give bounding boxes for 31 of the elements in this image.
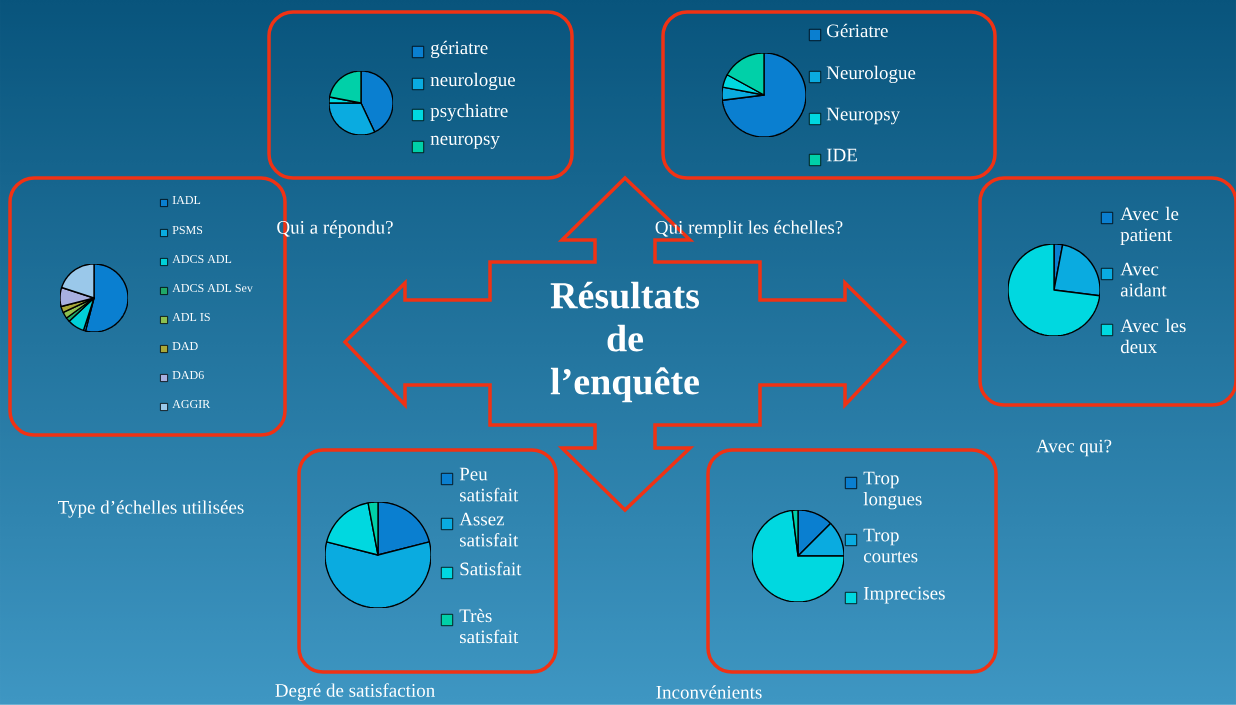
legend-label: Avec le patient [1120,206,1179,246]
legend-label: Satisfait [460,561,522,576]
legend-label: DAD6 [172,370,204,380]
legend-label: IDE [826,148,857,162]
legend-label: Trop longues [863,471,922,510]
legend-label: neurologue [430,72,516,91]
legend-label: Imprecises [863,586,945,604]
legend-label: Très satisfait [459,608,519,644]
legend-label: neuropsy [430,135,500,149]
legend-label: IADL [172,196,201,204]
legend-label: Trop courtes [863,528,918,563]
text: Degré de satisfaction [275,683,435,701]
legend-label: Assez satisfait [459,512,519,547]
text: Avec qui? [1036,439,1112,457]
legend-label: Avec les deux [1120,318,1186,354]
legend-label: Neurologue [826,65,916,84]
legend-label: ADCS ADL Sev [172,283,253,293]
legend-label: Avec aidant [1120,262,1167,297]
legend-label: psychiatre [430,103,508,122]
legend-label: Peu satisfait [459,467,519,502]
text: Résultats de l’enquête [550,281,700,403]
legend-label: DAD [172,342,198,350]
legend-label: ADL IS [172,312,210,322]
legend-label: ADCS ADL [172,254,232,264]
legend-label: AGGIR [172,399,211,409]
text: Type d’échelles utilisées [58,500,244,518]
text: Inconvénients [656,685,762,699]
legend-label: Neuropsy [826,107,901,125]
legend-label: PSMS [172,225,203,235]
legend-label: gériatre [431,40,488,59]
legend-label: Gériatre [826,23,888,38]
